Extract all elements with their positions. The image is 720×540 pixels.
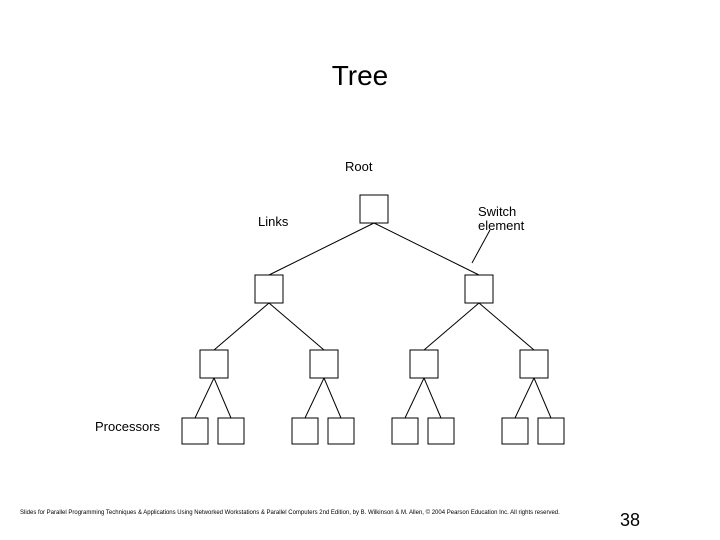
node-p8 — [538, 418, 564, 444]
switch-label: Switch element — [478, 205, 524, 234]
tree-diagram — [0, 0, 720, 540]
node-p4 — [328, 418, 354, 444]
node-l3d — [520, 350, 548, 378]
node-l3c — [410, 350, 438, 378]
page-number: 38 — [620, 510, 640, 531]
node-p1 — [182, 418, 208, 444]
node-p5 — [392, 418, 418, 444]
node-p3 — [292, 418, 318, 444]
processors-label: Processors — [95, 420, 160, 434]
node-l2a — [255, 275, 283, 303]
links-label: Links — [258, 215, 288, 229]
node-l3b — [310, 350, 338, 378]
node-p6 — [428, 418, 454, 444]
root-label: Root — [345, 160, 372, 174]
node-p7 — [502, 418, 528, 444]
node-root — [360, 195, 388, 223]
node-l3a — [200, 350, 228, 378]
switch-label-line1: Switch — [478, 204, 516, 219]
node-p2 — [218, 418, 244, 444]
footer-text: Slides for Parallel Programming Techniqu… — [20, 510, 560, 516]
switch-label-line2: element — [478, 218, 524, 233]
node-l2b — [465, 275, 493, 303]
